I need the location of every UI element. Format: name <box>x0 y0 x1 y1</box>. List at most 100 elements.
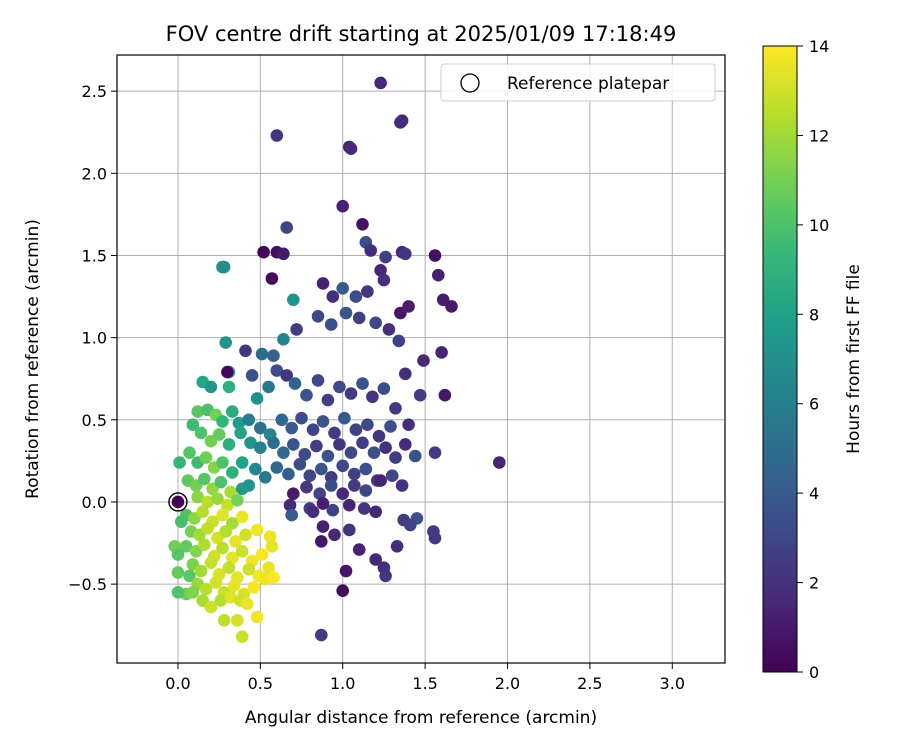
data-point <box>179 540 193 553</box>
data-point <box>293 457 307 471</box>
data-point <box>315 462 328 476</box>
data-point <box>399 247 412 261</box>
data-point <box>226 551 239 565</box>
data-point <box>352 311 366 325</box>
data-point <box>339 306 353 320</box>
data-point <box>235 630 249 643</box>
data-point <box>361 418 374 432</box>
data-point <box>235 545 249 558</box>
y-axis-ticks: −0.5 0.0 0.5 1.0 1.5 2.0 2.5 <box>68 82 117 594</box>
data-point <box>413 388 427 402</box>
data-point <box>214 475 228 489</box>
y-axis-label: Rotation from reference (arcmin) <box>23 219 43 499</box>
x-axis-ticks: 0.0 0.5 1.0 1.5 2.0 2.5 3.0 <box>165 663 685 693</box>
data-point <box>379 250 392 264</box>
data-point <box>372 429 386 443</box>
data-point <box>198 538 211 551</box>
data-point <box>250 392 264 405</box>
data-point <box>196 505 209 519</box>
data-point <box>338 411 351 425</box>
colorbar: 0 2 4 6 8 10 12 14 Hours from first FF file <box>762 37 864 682</box>
data-point <box>311 374 325 387</box>
data-point <box>222 561 236 574</box>
data-point <box>394 116 407 129</box>
data-point <box>234 426 247 440</box>
data-point <box>262 380 275 394</box>
data-point <box>222 380 236 394</box>
data-point <box>316 520 330 533</box>
data-point <box>313 487 327 501</box>
data-point <box>212 428 226 441</box>
data-point <box>240 597 254 611</box>
data-point <box>300 480 313 494</box>
data-point <box>224 591 237 604</box>
y-tick-label: −0.5 <box>68 575 107 594</box>
data-point <box>344 446 358 460</box>
data-point <box>280 369 294 382</box>
data-point <box>242 563 256 576</box>
data-point <box>183 569 196 583</box>
data-point <box>250 523 264 537</box>
data-point <box>222 438 236 451</box>
data-point <box>265 272 279 285</box>
data-point <box>255 548 269 561</box>
data-point <box>348 479 361 492</box>
data-point <box>295 411 308 425</box>
data-point <box>239 344 252 358</box>
data-point <box>298 448 312 461</box>
data-point <box>328 528 341 542</box>
data-point <box>277 247 290 261</box>
data-point <box>356 377 369 390</box>
data-point <box>379 569 392 583</box>
data-point <box>290 323 303 336</box>
data-point <box>402 418 415 432</box>
data-point <box>216 456 229 469</box>
data-point <box>282 467 295 481</box>
data-point <box>399 438 412 451</box>
data-point <box>315 535 328 548</box>
x-tick-label: 3.0 <box>660 674 685 693</box>
data-point <box>247 581 261 594</box>
data-point <box>226 405 239 418</box>
data-point <box>344 387 358 400</box>
data-point <box>379 441 392 455</box>
data-point <box>324 318 338 331</box>
colorbar-label: Hours from first FF file <box>844 264 864 454</box>
data-point <box>239 528 252 542</box>
data-point <box>262 561 275 574</box>
colorbar-tick-label: 14 <box>809 37 829 56</box>
data-point <box>316 497 330 510</box>
colorbar-tick-label: 6 <box>809 395 819 414</box>
data-point <box>253 441 267 455</box>
data-point <box>352 543 366 556</box>
legend-reference-label: Reference platepar <box>507 74 669 94</box>
x-tick-label: 2.0 <box>495 674 520 693</box>
data-point <box>277 333 290 346</box>
data-point <box>171 586 185 599</box>
data-point <box>428 446 442 460</box>
data-point <box>198 472 211 486</box>
data-point <box>357 502 371 515</box>
data-point <box>428 531 442 545</box>
data-point <box>221 498 234 512</box>
colorbar-tick-label: 4 <box>809 484 819 503</box>
data-point <box>231 494 244 507</box>
data-point <box>267 436 280 450</box>
data-point <box>285 508 299 522</box>
data-point <box>186 418 200 432</box>
colorbar-tick-label: 8 <box>809 305 819 324</box>
data-point <box>235 510 249 524</box>
chart-title: FOV centre drift starting at 2025/01/09 … <box>166 22 677 46</box>
data-point <box>310 439 323 453</box>
data-point <box>328 426 341 440</box>
data-point <box>336 282 350 295</box>
data-point <box>229 535 242 548</box>
data-point <box>265 540 279 553</box>
data-point <box>232 416 246 430</box>
data-point <box>349 290 363 303</box>
data-point <box>306 423 320 437</box>
data-point <box>364 244 378 257</box>
x-tick-label: 0.0 <box>165 674 190 693</box>
data-point <box>199 582 213 596</box>
data-point <box>349 423 363 437</box>
